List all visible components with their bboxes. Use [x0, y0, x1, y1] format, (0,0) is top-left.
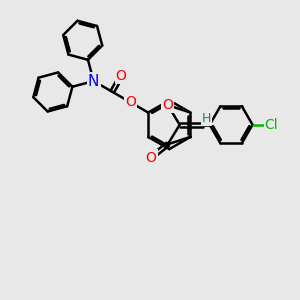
Text: Cl: Cl [265, 118, 278, 132]
Text: O: O [116, 69, 127, 83]
Text: N: N [88, 74, 99, 88]
Text: O: O [146, 151, 157, 164]
Text: H: H [202, 112, 211, 125]
Text: O: O [125, 95, 136, 110]
Text: O: O [162, 98, 173, 112]
